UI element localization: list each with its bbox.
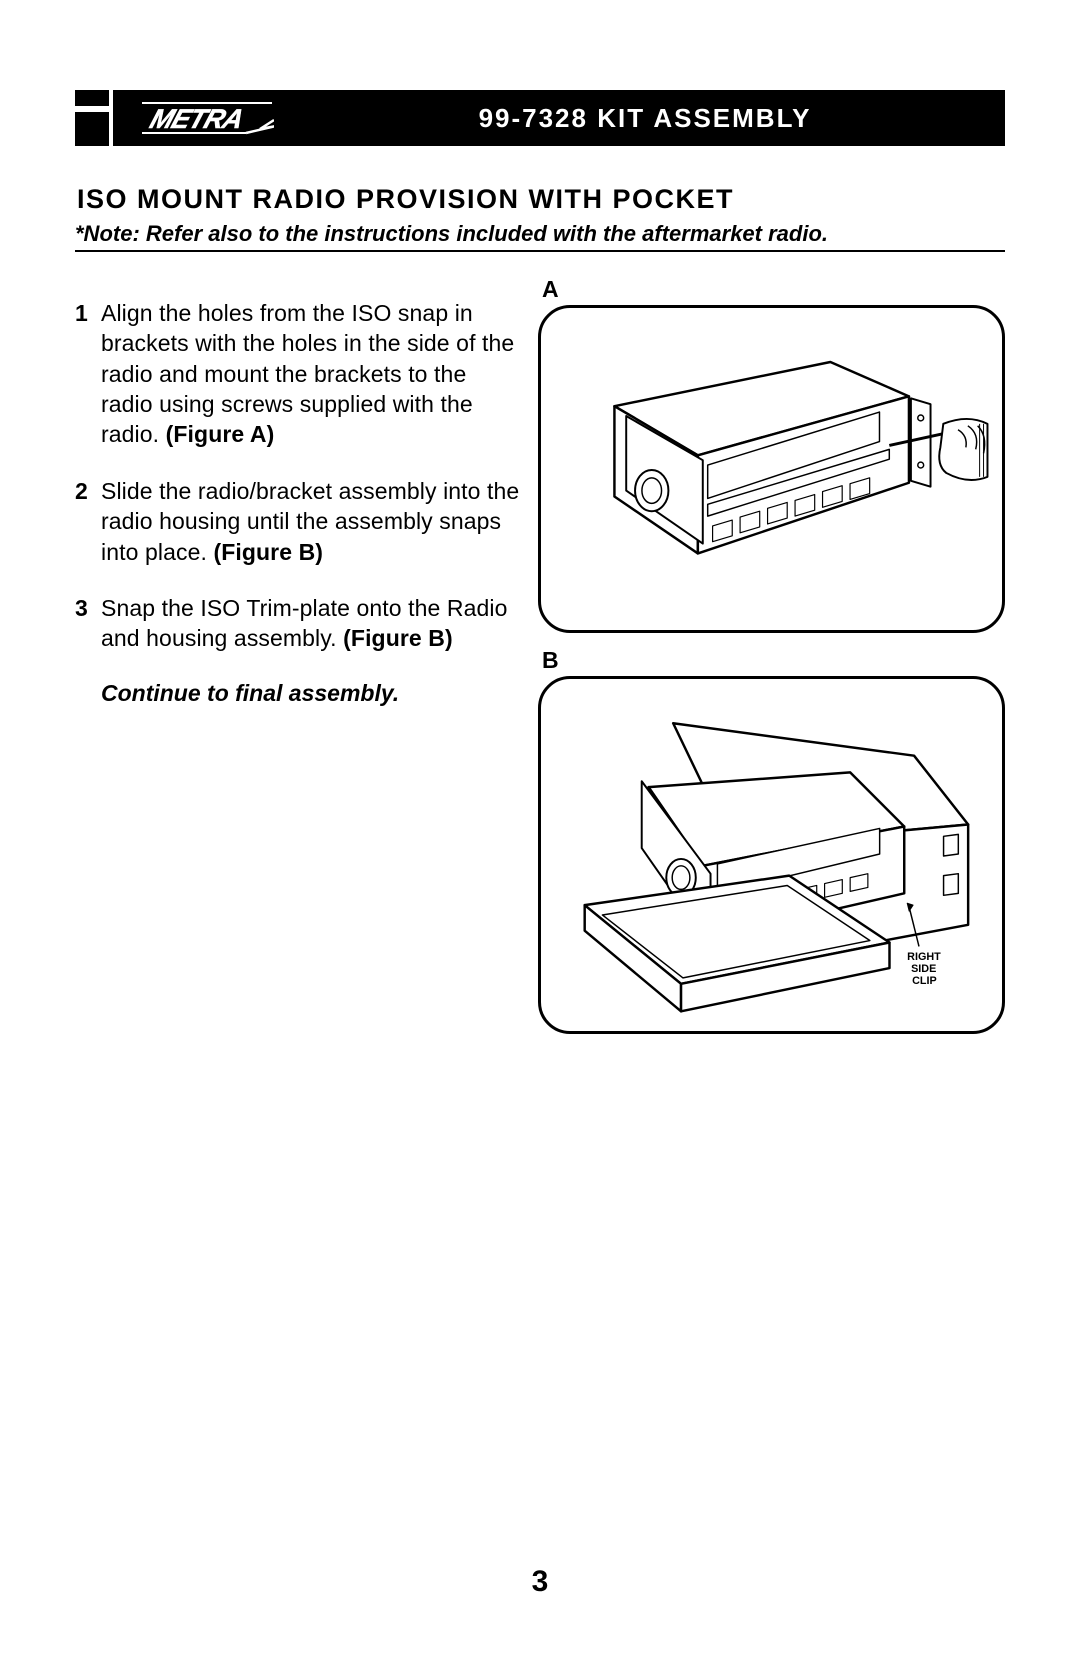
figure-a-illustration — [538, 305, 1005, 633]
steps-column: 1 Align the holes from the ISO snap in b… — [75, 276, 520, 1048]
figure-b-label: B — [542, 647, 1005, 674]
metra-logo: METRA — [113, 90, 285, 146]
step-1: 1 Align the holes from the ISO snap in b… — [75, 298, 520, 450]
step-2: 2 Slide the radio/bracket assembly into … — [75, 476, 520, 567]
title-bar: 99-7328 KIT ASSEMBLY — [285, 90, 1005, 146]
step-text: Snap the ISO Trim-plate onto the Radio a… — [101, 593, 520, 654]
logo-accent-bars — [75, 90, 109, 146]
content-row: 1 Align the holes from the ISO snap in b… — [75, 276, 1005, 1048]
figure-ref: (Figure B) — [343, 625, 453, 651]
figure-ref: (Figure A) — [166, 421, 275, 447]
logo-block: METRA — [75, 90, 285, 146]
page-container: METRA 99-7328 KIT ASSEMBLY ISO MOUNT RAD… — [0, 0, 1080, 1048]
page-number: 3 — [0, 1565, 1080, 1599]
callout-side: SIDE — [911, 963, 936, 975]
header-bar: METRA 99-7328 KIT ASSEMBLY — [75, 90, 1005, 146]
step-3: 3 Snap the ISO Trim-plate onto the Radio… — [75, 593, 520, 654]
figure-a-label: A — [542, 276, 1005, 303]
step-number: 2 — [75, 476, 101, 567]
step-text: Align the holes from the ISO snap in bra… — [101, 298, 520, 450]
step-number: 1 — [75, 298, 101, 450]
kit-title: 99-7328 KIT ASSEMBLY — [479, 103, 812, 134]
section-title: ISO MOUNT RADIO PROVISION WITH POCKET — [75, 184, 1005, 215]
callout-right: RIGHT — [907, 951, 941, 963]
callout-clip: CLIP — [912, 975, 937, 987]
step-number: 3 — [75, 593, 101, 654]
figure-b-illustration: RIGHT SIDE CLIP — [538, 676, 1005, 1034]
figures-column: A — [538, 276, 1005, 1048]
svg-text:METRA: METRA — [146, 104, 247, 134]
note-line: *Note: Refer also to the instructions in… — [75, 221, 1005, 252]
figure-ref: (Figure B) — [213, 539, 323, 565]
step-text: Slide the radio/bracket assembly into th… — [101, 476, 520, 567]
continue-text: Continue to final assembly. — [75, 680, 520, 707]
